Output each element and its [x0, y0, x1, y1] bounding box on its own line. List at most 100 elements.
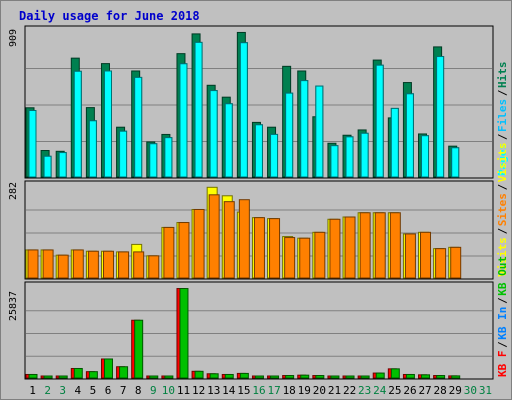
bar-kbytes-kb-out-day-18: [285, 375, 295, 379]
bar-hits-files-pages-pages-day-24: [375, 64, 384, 178]
bar-kbytes-kb-out-day-13: [209, 373, 219, 379]
bar-visits-sites-sites-day-3: [57, 254, 69, 279]
legend-kb-in: KB In: [496, 307, 509, 340]
bar-hits-files-pages-pages-day-26: [405, 93, 414, 178]
x-tick-label-day-26: 26: [403, 384, 416, 397]
x-tick-label-day-4: 4: [75, 384, 82, 397]
y-max-label-visits-sites: 282: [8, 182, 19, 200]
x-tick-label-day-14: 14: [222, 384, 236, 397]
bar-kbytes-kb-out-day-4: [73, 367, 83, 379]
bar-visits-sites-sites-day-29: [450, 246, 462, 279]
bar-visits-sites-sites-day-8: [133, 251, 145, 279]
bar-visits-sites-sites-day-14: [223, 201, 235, 279]
x-tick-label-day-17: 17: [267, 384, 280, 397]
bar-kbytes-kb-out-day-25: [390, 368, 400, 379]
x-tick-label-day-6: 6: [105, 384, 112, 397]
bar-kbytes-kb-out-day-11: [179, 288, 189, 379]
bar-visits-sites-sites-day-19: [299, 237, 311, 279]
bar-visits-sites-sites-day-6: [102, 250, 114, 279]
bar-kbytes-kb-out-day-26: [405, 373, 415, 379]
x-tick-label-day-13: 13: [207, 384, 220, 397]
bar-visits-sites-sites-day-27: [420, 231, 432, 279]
bar-visits-sites-sites-day-10: [163, 226, 175, 279]
bar-visits-sites-sites-day-21: [329, 218, 341, 279]
bar-hits-files-pages-pages-day-13: [209, 90, 218, 178]
legend-separator: /: [496, 297, 509, 304]
bar-visits-sites-sites-day-24: [374, 212, 386, 279]
legend-pages: Pages: [496, 143, 509, 176]
legend-hits: Hits: [496, 62, 509, 89]
x-tick-label-day-11: 11: [177, 384, 190, 397]
bar-hits-files-pages-pages-day-27: [421, 135, 430, 178]
bar-hits-files-pages-pages-day-10: [164, 137, 173, 178]
bar-kbytes-kb-out-day-23: [360, 375, 370, 379]
bar-kbytes-kb-out-day-10: [164, 375, 174, 379]
bar-visits-sites-sites-day-1: [27, 249, 39, 279]
x-tick-label-day-3: 3: [59, 384, 66, 397]
bar-kbytes-kb-out-day-8: [134, 319, 144, 379]
y-max-label-hits-files-pages: 909: [8, 29, 19, 47]
x-tick-label-day-7: 7: [120, 384, 127, 397]
x-tick-label-day-10: 10: [162, 384, 175, 397]
bar-visits-sites-sites-day-9: [148, 255, 160, 279]
bar-kbytes-kb-out-day-5: [88, 371, 98, 379]
panel-kbytes: [24, 281, 494, 380]
bar-hits-files-pages-pages-day-29: [451, 147, 460, 178]
x-tick-label-day-15: 15: [237, 384, 250, 397]
bar-kbytes-kb-out-day-29: [451, 375, 461, 379]
x-tick-label-day-21: 21: [328, 384, 341, 397]
bar-kbytes-kb-out-day-19: [300, 374, 310, 379]
bar-visits-sites-sites-day-20: [314, 231, 326, 279]
bar-hits-files-pages-pages-day-12: [194, 41, 203, 178]
legend-separator: /: [496, 341, 509, 348]
x-tick-label-day-12: 12: [192, 384, 205, 397]
bar-kbytes-kb-out-day-28: [436, 375, 446, 379]
bar-visits-sites-sites-day-28: [435, 248, 447, 279]
bar-kbytes-kb-out-day-20: [315, 375, 325, 379]
legend-visits: Visits: [496, 142, 509, 182]
bar-kbytes-kb-out-day-2: [43, 375, 53, 379]
legend-kb-f: KB F: [496, 351, 509, 378]
bar-kbytes-kb-out-day-1: [28, 373, 38, 379]
bar-visits-sites-sites-day-17: [269, 218, 281, 279]
bar-hits-files-pages-pages-day-19: [300, 80, 309, 178]
x-tick-label-day-29: 29: [449, 384, 462, 397]
x-tick-label-day-16: 16: [252, 384, 265, 397]
bar-visits-sites-sites-day-7: [118, 251, 130, 279]
x-tick-label-day-2: 2: [44, 384, 51, 397]
bar-hits-files-pages-pages-day-8: [134, 76, 143, 178]
bar-kbytes-kb-out-day-27: [421, 374, 431, 379]
bar-visits-sites-sites-day-11: [178, 222, 190, 279]
bar-visits-sites-sites-day-5: [87, 250, 99, 279]
bar-hits-files-pages-pages-day-14: [224, 103, 233, 178]
bar-hits-files-pages-pages-day-21: [330, 145, 339, 178]
bar-kbytes-kb-out-day-17: [270, 375, 280, 379]
bar-hits-files-pages-pages-day-9: [149, 143, 158, 178]
bar-hits-files-pages-pages-day-3: [58, 152, 67, 178]
bar-visits-sites-sites-day-2: [42, 249, 54, 279]
bar-visits-sites-sites-day-16: [253, 217, 265, 279]
bar-hits-files-pages-pages-day-11: [179, 63, 188, 178]
bar-hits-files-pages-pages-day-1: [28, 110, 37, 178]
bar-hits-files-pages-pages-day-18: [285, 92, 294, 178]
bar-kbytes-kb-out-day-6: [103, 358, 113, 379]
bar-hits-files-pages-pages-day-28: [436, 56, 445, 178]
x-tick-label-day-8: 8: [135, 384, 142, 397]
x-tick-label-day-23: 23: [358, 384, 371, 397]
legend-files: Files: [496, 99, 509, 132]
bar-hits-files-pages-pages-day-16: [254, 124, 263, 178]
x-tick-label-day-20: 20: [313, 384, 326, 397]
bar-kbytes-kb-out-day-22: [345, 375, 355, 379]
x-tick-label-day-31: 31: [479, 384, 492, 397]
bar-kbytes-kb-out-day-9: [149, 375, 159, 379]
bar-hits-files-pages-pages-day-4: [73, 70, 82, 178]
legend-visits: Visits: [496, 237, 509, 277]
bar-kbytes-kb-out-day-3: [58, 375, 68, 379]
legend-separator: /: [496, 89, 509, 96]
bar-kbytes-kb-out-day-14: [224, 373, 234, 379]
bar-visits-sites-sites-day-25: [389, 212, 401, 279]
bar-visits-sites-sites-day-22: [344, 216, 356, 279]
bar-visits-sites-sites-day-15: [238, 199, 250, 279]
